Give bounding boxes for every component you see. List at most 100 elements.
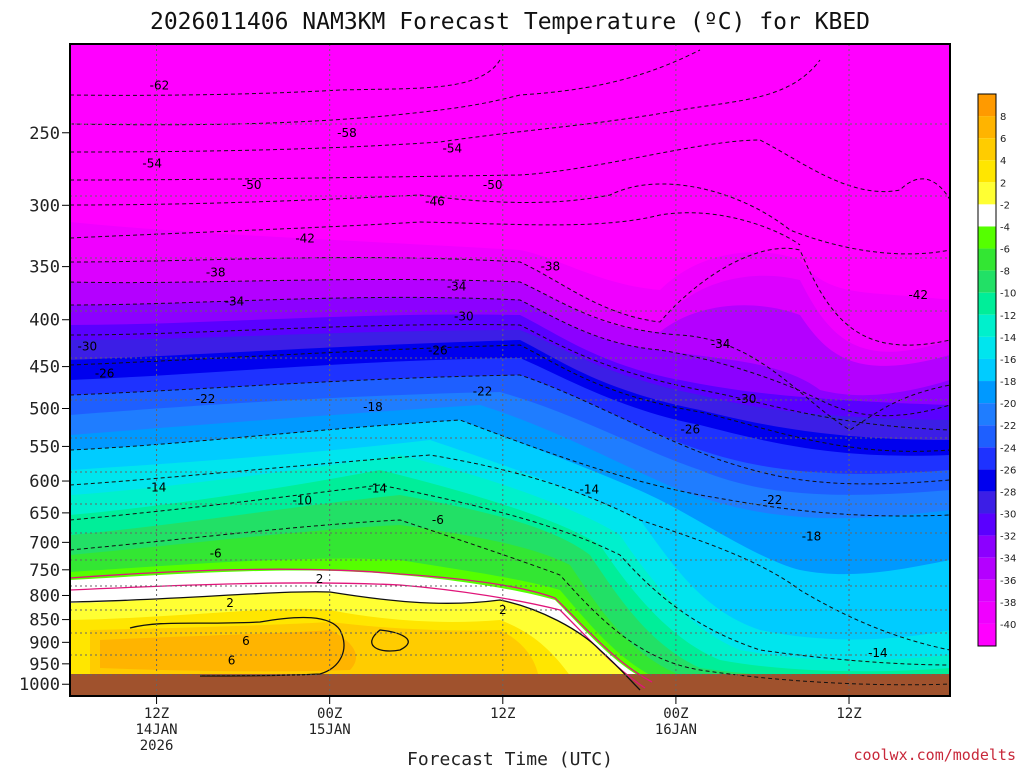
contour-label: -50: [483, 178, 503, 192]
chart-title: 2026011406 NAM3KM Forecast Temperature (…: [150, 9, 870, 35]
y-tick-label: 750: [29, 561, 60, 581]
colorbar-swatch: [978, 469, 996, 492]
colorbar-swatch: [978, 94, 996, 117]
colorbar-swatch: [978, 623, 996, 646]
colorbar-label: -34: [1000, 554, 1016, 565]
colorbar-swatch: [978, 248, 996, 271]
contour-label: 6: [228, 653, 236, 667]
contour-label: -14: [868, 646, 888, 660]
colorbar-label: -36: [1000, 576, 1016, 587]
y-tick-label: 800: [29, 586, 60, 606]
colorbar-label: -24: [1000, 443, 1016, 454]
contour-label: -42: [295, 231, 315, 245]
colorbar-swatch: [978, 513, 996, 536]
contour-label: 2: [499, 603, 507, 617]
contour-label: -30: [737, 392, 757, 406]
y-tick-label: 950: [29, 655, 60, 675]
x-tick-label: 14JAN: [135, 722, 177, 738]
plot-frame: [69, 43, 951, 697]
contour-label: -10: [292, 493, 312, 507]
band-plus-8: [100, 630, 356, 672]
contour-label: -30: [454, 310, 474, 324]
colorbar-swatch: [978, 381, 996, 404]
x-tick-label: 15JAN: [309, 722, 351, 738]
contour-label: -14: [580, 483, 600, 497]
colorbar-swatch: [978, 160, 996, 183]
colorbar-label: 2: [1000, 178, 1006, 189]
contour-label: -6: [210, 547, 222, 561]
colorbar-swatch: [978, 314, 996, 337]
colorbar-swatch: [978, 292, 996, 315]
colorbar-label: -8: [1000, 267, 1010, 278]
y-tick-label: 500: [29, 400, 60, 420]
y-tick-label: 400: [29, 311, 60, 331]
colorbar-swatch: [978, 226, 996, 249]
colorbar-swatch: [978, 403, 996, 426]
y-tick-label: 300: [29, 196, 60, 216]
colorbar-swatch: [978, 138, 996, 161]
pressure-axis: 2503003504004505005506006507007508008509…: [19, 124, 70, 695]
colorbar-label: -22: [1000, 421, 1016, 432]
contour-label: -34: [711, 337, 731, 351]
contour-label: -30: [78, 340, 98, 354]
contour-label: -54: [142, 156, 162, 170]
contour-label: -26: [681, 422, 701, 436]
contour-label: -14: [147, 481, 167, 495]
contour-label: -34: [225, 294, 245, 308]
y-tick-label: 1000: [19, 675, 60, 695]
contour-label: -22: [763, 493, 783, 507]
terrain-ground: [70, 674, 950, 696]
y-tick-label: 450: [29, 358, 60, 378]
contour-label: -50: [242, 178, 262, 192]
contour-label: -26: [428, 343, 448, 357]
y-tick-label: 550: [29, 437, 60, 457]
colorbar-swatch: [978, 270, 996, 293]
colorbar-swatch: [978, 557, 996, 580]
contour-label: -18: [363, 400, 383, 414]
contour-label: -22: [196, 392, 216, 406]
colorbar-swatch: [978, 447, 996, 470]
contour-label: -38: [206, 265, 226, 279]
colorbar-swatch: [978, 204, 996, 227]
colorbar-label: -2: [1000, 200, 1010, 211]
colorbar-label: -26: [1000, 465, 1016, 476]
contour-label: -46: [425, 194, 445, 208]
colorbar-label: -12: [1000, 311, 1016, 322]
x-tick-label: 12Z: [836, 706, 861, 722]
colorbar-label: 8: [1000, 112, 1006, 123]
contour-label: -6: [432, 513, 444, 527]
contour-label: -62: [150, 79, 170, 93]
colorbar-label: 4: [1000, 156, 1006, 167]
x-tick-label: 16JAN: [655, 722, 697, 738]
colorbar-label: -28: [1000, 487, 1016, 498]
colorbar-swatch: [978, 358, 996, 382]
contour-label: -22: [473, 384, 493, 398]
contour-label: -54: [442, 141, 462, 155]
colorbar-label: -40: [1000, 620, 1016, 631]
colorbar-label: -32: [1000, 532, 1016, 543]
credit-link[interactable]: coolwx.com/modelts: [853, 746, 1016, 764]
colorbar-swatch: [978, 601, 996, 624]
colorbar-label: -18: [1000, 377, 1016, 388]
colorbar-swatch: [978, 491, 996, 514]
contour-label: -42: [908, 288, 928, 302]
y-tick-label: 650: [29, 504, 60, 524]
y-tick-label: 900: [29, 633, 60, 653]
x-axis-label: Forecast Time (UTC): [407, 749, 613, 768]
contour-label: 6: [242, 634, 250, 648]
y-tick-label: 250: [29, 124, 60, 144]
x-tick-label: 12Z: [490, 706, 515, 722]
contour-label: 2: [226, 596, 234, 610]
x-tick-label: 00Z: [663, 706, 688, 722]
colorbar-frame: [977, 93, 997, 647]
colorbar-label: -4: [1000, 222, 1010, 233]
contour-label: -18: [802, 530, 822, 544]
plot-area: -62-58-54-54-50 -50-46-42-42-38 -38-34-34-…: [70, 44, 950, 696]
colorbar-label: -20: [1000, 399, 1016, 410]
contour-label: -34: [447, 280, 467, 294]
x-tick-label: 12Z: [144, 706, 169, 722]
colorbar-swatch: [978, 425, 996, 448]
colorbar-swatch: [978, 182, 996, 205]
